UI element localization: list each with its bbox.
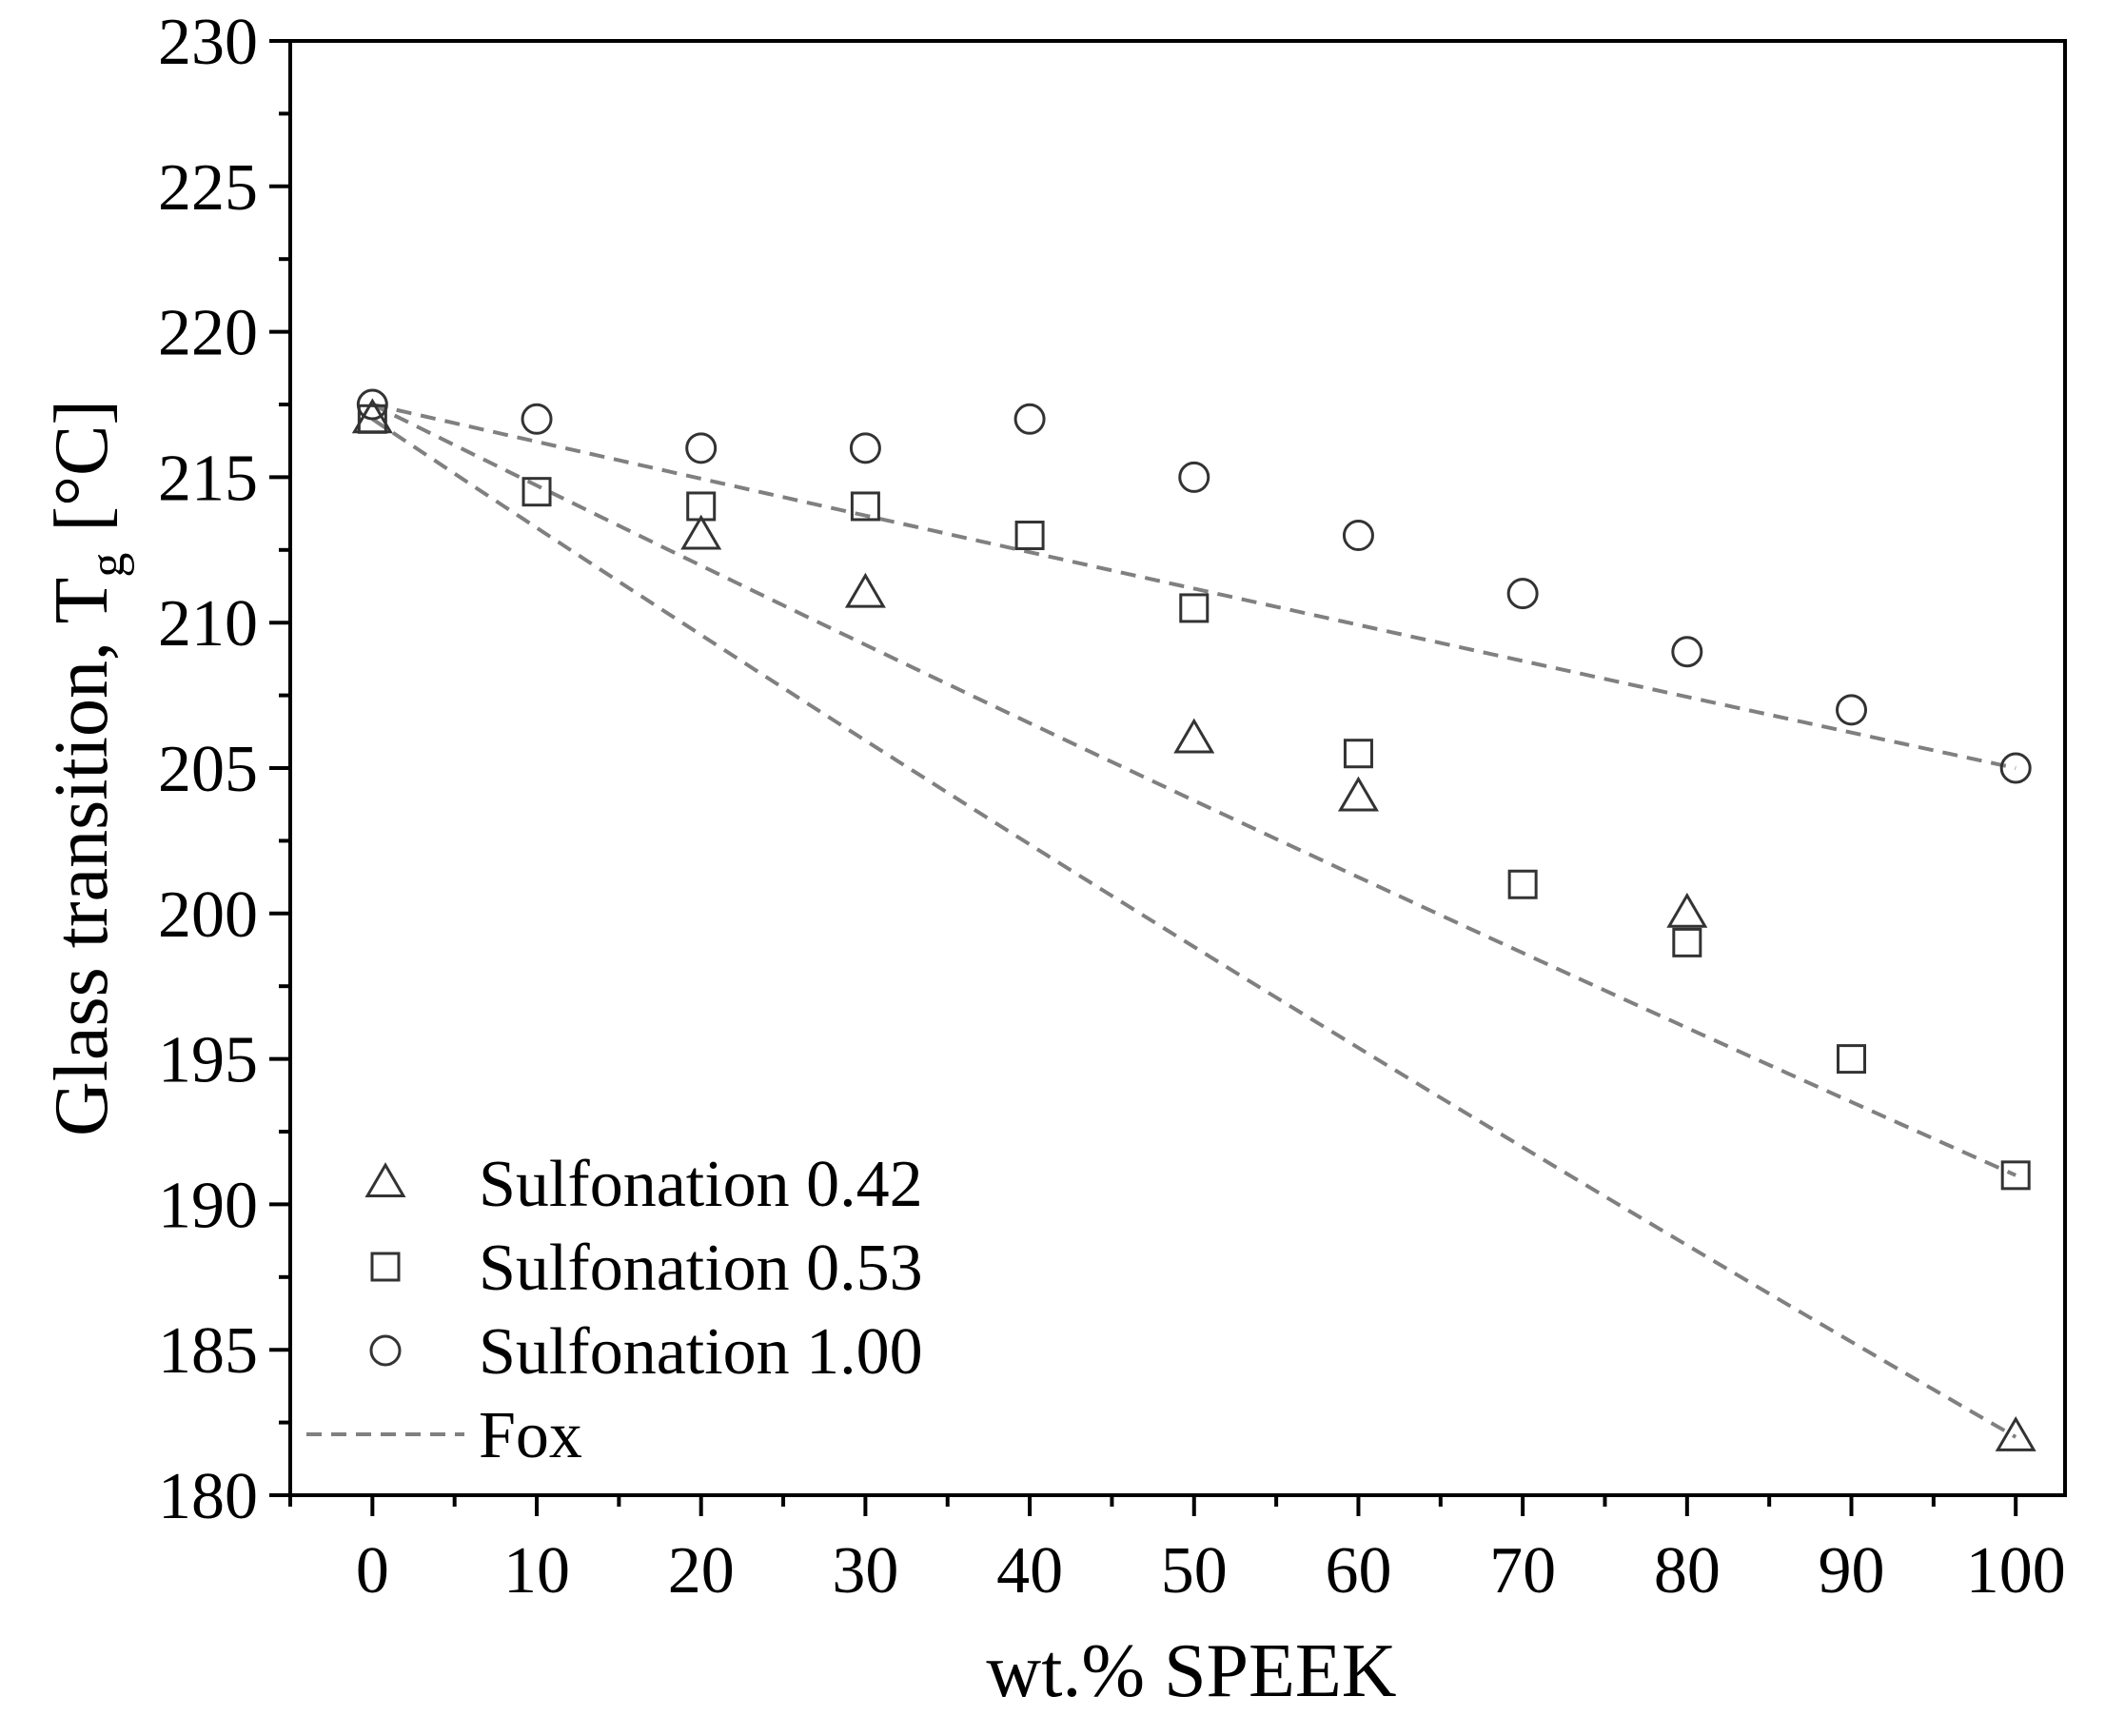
marker-triangle [1173, 718, 1215, 754]
marker-circle [1836, 694, 1868, 726]
fox-lines [371, 403, 2017, 1439]
y-tick-label: 225 [158, 151, 258, 225]
data-markers [351, 388, 2036, 1451]
x-tick-label: 100 [1966, 1534, 2066, 1608]
marker-circle [849, 432, 881, 464]
marker-circle [356, 388, 388, 421]
fox-line [371, 403, 2016, 770]
fox-line [371, 417, 2017, 1439]
marker-triangle [844, 572, 886, 608]
marker-square [1343, 739, 1373, 769]
legend-label: Sulfonation 0.53 [479, 1232, 923, 1305]
axes-layer: 180 185 190 195 200 205 210 215 220 225 230 0 10 20 30… [158, 6, 2067, 1608]
legend: Sulfonation 0.42 Sulfonation 0.53 Sulfonat… [306, 1148, 923, 1472]
x-tick-label: 40 [996, 1534, 1063, 1608]
marker-square [1014, 521, 1045, 551]
legend-label: Sulfonation 1.00 [479, 1315, 923, 1389]
marker-square [1837, 1044, 1867, 1075]
marker-triangle [1995, 1416, 2036, 1451]
marker-circle [1013, 403, 1046, 435]
marker-circle [1671, 636, 1703, 668]
marker-square [357, 404, 387, 434]
y-tick-label: 190 [158, 1169, 258, 1242]
marker-square [2000, 1160, 2031, 1191]
marker-circle [1178, 461, 1210, 493]
y-tick-label: 185 [158, 1314, 258, 1388]
x-tick-label: 0 [356, 1534, 389, 1608]
legend-symbol-square [370, 1252, 401, 1282]
marker-circle [1999, 752, 2032, 784]
y-tick-label: 210 [158, 587, 258, 661]
x-tick-label: 60 [1325, 1534, 1391, 1608]
fox-line [371, 403, 2017, 1177]
y-tick-label: 180 [158, 1460, 258, 1533]
marker-circle [1342, 520, 1374, 552]
y-axis-label-subscript: g [81, 553, 135, 578]
marker-square [1179, 593, 1210, 623]
marker-circle [685, 432, 718, 464]
legend-label: Sulfonation 0.42 [479, 1148, 923, 1221]
marker-square [1507, 869, 1538, 899]
y-tick-label: 215 [158, 442, 258, 515]
y-tick-label: 205 [158, 733, 258, 806]
marker-square [850, 491, 880, 522]
svg-text:Glass transition, Tg[°C]: Glass transition, Tg [°C] [40, 400, 135, 1136]
y-tick-label: 195 [158, 1024, 258, 1097]
marker-square [686, 491, 717, 522]
marker-triangle [680, 514, 722, 550]
marker-circle [521, 403, 553, 435]
x-tick-label: 50 [1161, 1534, 1228, 1608]
x-tick-label: 10 [503, 1534, 570, 1608]
x-tick-label: 90 [1819, 1534, 1885, 1608]
y-axis-label-main: Glass transition, T [40, 578, 124, 1136]
legend-label-fox: Fox [479, 1399, 582, 1472]
y-tick-label: 220 [158, 297, 258, 370]
x-tick-label: 30 [832, 1534, 898, 1608]
x-tick-label: 70 [1489, 1534, 1556, 1608]
legend-symbol-triangle [364, 1162, 406, 1197]
y-tick-label: 230 [158, 6, 258, 79]
x-tick-label: 20 [668, 1534, 735, 1608]
marker-square [1672, 927, 1702, 957]
y-axis-label-unit: [°C] [40, 400, 124, 532]
marker-circle [1506, 578, 1539, 610]
y-axis-label: Glass transition, Tg [°C] [40, 400, 135, 1136]
marker-square [521, 477, 552, 507]
x-tick-label: 80 [1654, 1534, 1721, 1608]
marker-triangle [1666, 892, 1708, 928]
x-axis-label: wt.% SPEEK [986, 1629, 1396, 1713]
legend-symbol-circle [369, 1334, 402, 1367]
y-tick-label: 200 [158, 878, 258, 952]
marker-triangle [1337, 776, 1379, 812]
